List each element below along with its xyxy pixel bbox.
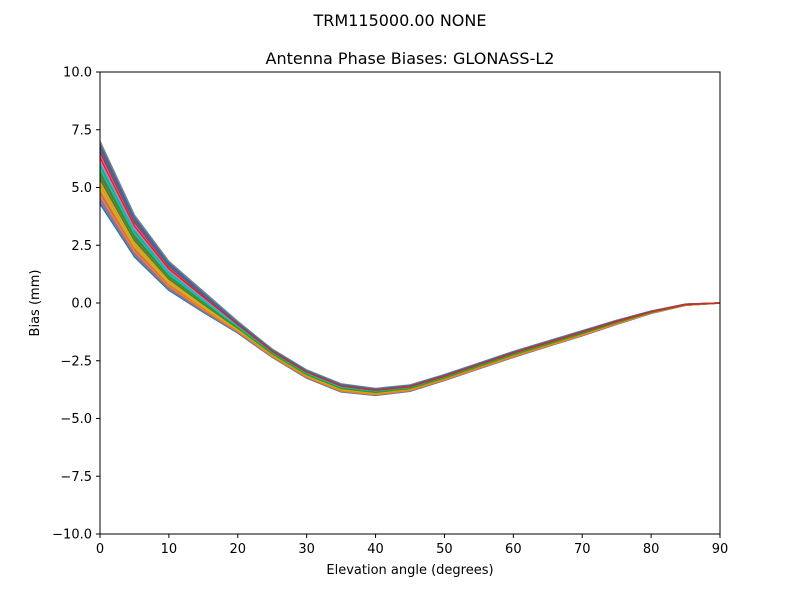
x-tick-label: 40 bbox=[367, 542, 384, 557]
series-line bbox=[99, 149, 721, 391]
y-axis-label: Bias (mm) bbox=[28, 270, 43, 337]
x-tick-label: 50 bbox=[436, 542, 453, 557]
chart-suptitle: TRM115000.00 NONE bbox=[313, 11, 487, 30]
y-tick-label: −10.0 bbox=[52, 528, 92, 543]
x-axis-ticks: 0 10 20 30 40 50 60 70 80 90 bbox=[96, 534, 728, 557]
y-tick-label: 2.5 bbox=[71, 239, 92, 254]
y-tick-label: 0.0 bbox=[71, 297, 92, 312]
series-line bbox=[99, 157, 721, 392]
y-tick-label: −5.0 bbox=[60, 412, 92, 427]
series-line bbox=[99, 140, 721, 390]
x-tick-label: 10 bbox=[161, 542, 178, 557]
series-line bbox=[99, 195, 721, 396]
series-line bbox=[99, 176, 721, 394]
y-tick-label: 7.5 bbox=[71, 123, 92, 138]
x-tick-label: 80 bbox=[643, 542, 660, 557]
x-axis-label: Elevation angle (degrees) bbox=[326, 563, 493, 578]
x-tick-label: 70 bbox=[574, 542, 591, 557]
x-tick-label: 60 bbox=[505, 542, 522, 557]
series-line bbox=[99, 162, 721, 392]
chart-title: Antenna Phase Biases: GLONASS-L2 bbox=[266, 49, 555, 68]
y-tick-label: −2.5 bbox=[60, 354, 92, 369]
y-tick-label: 5.0 bbox=[71, 181, 92, 196]
y-tick-label: −7.5 bbox=[60, 470, 92, 485]
series-line bbox=[99, 168, 721, 393]
y-axis-ticks: −10.0 −7.5 −5.0 −2.5 0.0 2.5 5.0 7.5 10.0 bbox=[52, 66, 100, 543]
x-tick-label: 30 bbox=[298, 542, 315, 557]
series-line bbox=[99, 143, 721, 390]
x-tick-label: 0 bbox=[96, 542, 104, 557]
y-tick-label: 10.0 bbox=[63, 66, 92, 81]
series-line bbox=[99, 159, 721, 392]
plot-lines bbox=[99, 140, 721, 397]
series-line bbox=[99, 154, 721, 391]
series-line bbox=[99, 151, 721, 391]
x-tick-label: 90 bbox=[712, 542, 729, 557]
series-line bbox=[99, 146, 721, 390]
series-line bbox=[99, 165, 721, 392]
x-tick-label: 20 bbox=[230, 542, 247, 557]
